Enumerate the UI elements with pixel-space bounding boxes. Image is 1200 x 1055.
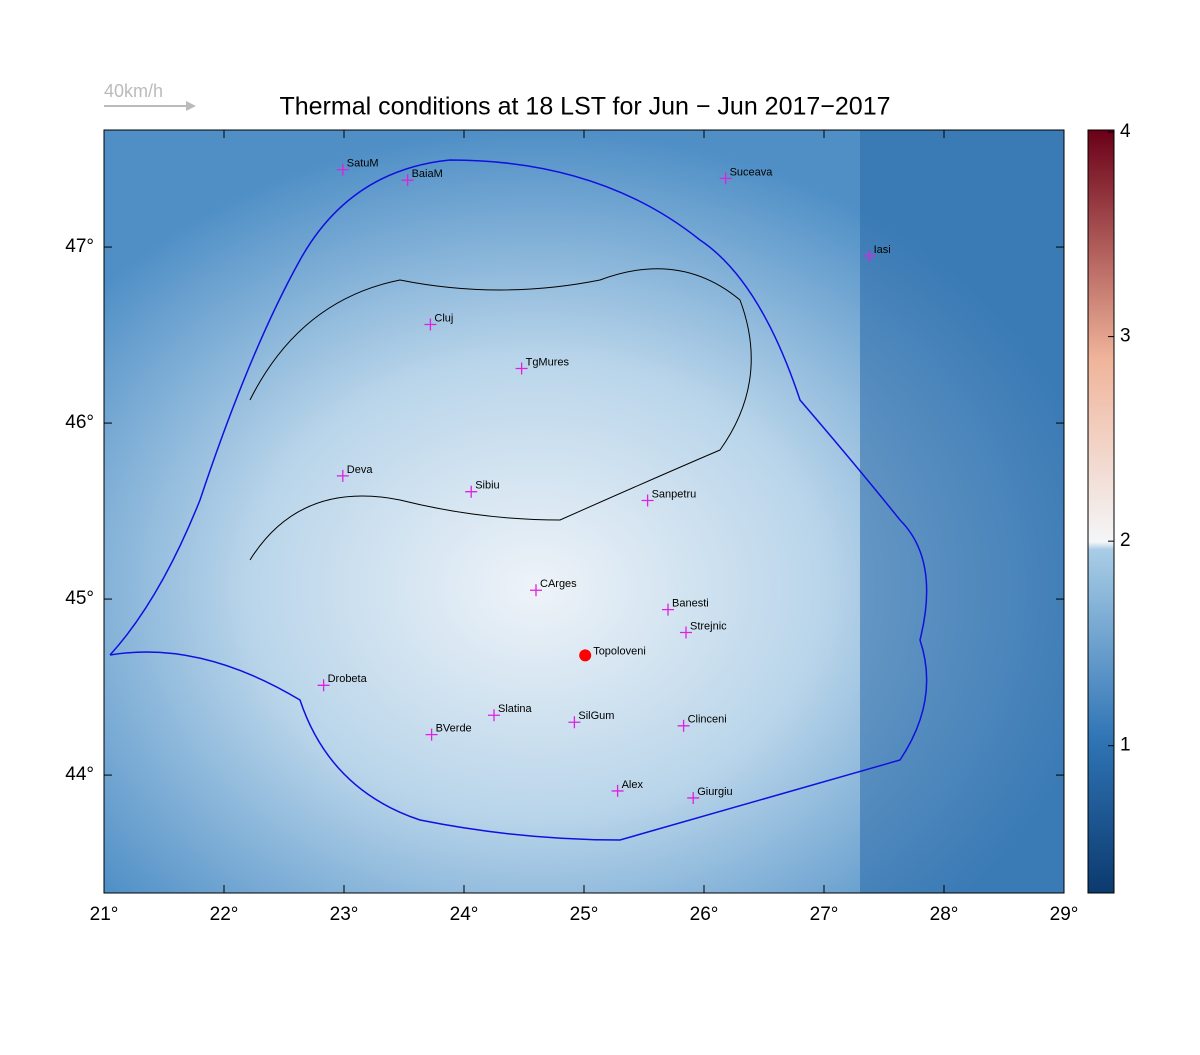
city-marker [401, 174, 414, 187]
city-marker [425, 728, 438, 741]
site-marker [579, 649, 592, 662]
wind-scale-arrowhead [186, 101, 196, 111]
city-marker [568, 716, 581, 729]
city-marker [687, 791, 700, 804]
x-tick-label: 22° [210, 904, 239, 925]
city-marker [641, 494, 654, 507]
city-marker [863, 249, 876, 262]
colorbar-tick-label: 1 [1120, 735, 1131, 756]
colorbar-tick-label: 4 [1120, 121, 1131, 142]
y-tick-label: 44° [65, 764, 94, 785]
city-marker [719, 172, 732, 185]
city-marker [465, 485, 478, 498]
city-label: Sibiu [475, 480, 499, 492]
site-label: Topoloveni [593, 645, 646, 657]
city-marker [424, 318, 437, 331]
city-label: Deva [347, 464, 374, 476]
relief-contour [249, 268, 752, 561]
x-tick-label: 25° [570, 904, 599, 925]
city-marker [677, 719, 690, 732]
city-label: TgMures [526, 356, 570, 368]
city-label: Slatina [498, 703, 533, 715]
city-label: Alex [622, 779, 644, 791]
title: Thermal conditions at 18 LST for Jun − J… [279, 93, 890, 121]
city-marker [530, 584, 542, 597]
city-label: Drobeta [328, 673, 368, 685]
city-label: SilGum [578, 710, 614, 722]
city-label: Cluj [434, 312, 453, 324]
city-marker [488, 709, 500, 722]
city-label: BVerde [436, 722, 472, 734]
x-tick-label: 21° [90, 904, 119, 925]
x-tick-label: 27° [810, 904, 839, 925]
colorbar-tick-label: 2 [1120, 530, 1131, 551]
x-tick-label: 26° [690, 904, 719, 925]
wind-scale-label: 40km/h [104, 81, 163, 101]
city-label: SatuM [347, 158, 379, 170]
city-label: Strejnic [690, 620, 727, 632]
city-marker [317, 679, 330, 692]
city-marker [336, 469, 349, 482]
colorbar [1087, 129, 1115, 894]
x-tick-label: 24° [450, 904, 479, 925]
city-marker [515, 362, 528, 375]
y-tick-label: 47° [65, 236, 94, 257]
city-label: Iasi [874, 244, 891, 256]
city-label: Giurgiu [697, 786, 732, 798]
city-label: Sanpetru [652, 488, 697, 500]
x-tick-label: 29° [1050, 904, 1079, 925]
city-marker [611, 784, 624, 797]
y-tick-label: 45° [65, 588, 94, 609]
border [109, 159, 928, 841]
city-label: BaiaM [412, 168, 443, 180]
colorbar-tick-label: 3 [1120, 326, 1131, 347]
city-label: Suceava [730, 166, 774, 178]
city-label: CArges [540, 578, 577, 590]
city-marker [680, 626, 692, 639]
city-label: Banesti [672, 598, 709, 610]
city-marker [662, 603, 674, 616]
city-marker [336, 163, 349, 176]
x-tick-label: 28° [930, 904, 959, 925]
y-tick-label: 46° [65, 412, 94, 433]
city-label: Clinceni [688, 714, 727, 726]
x-tick-label: 23° [330, 904, 359, 925]
